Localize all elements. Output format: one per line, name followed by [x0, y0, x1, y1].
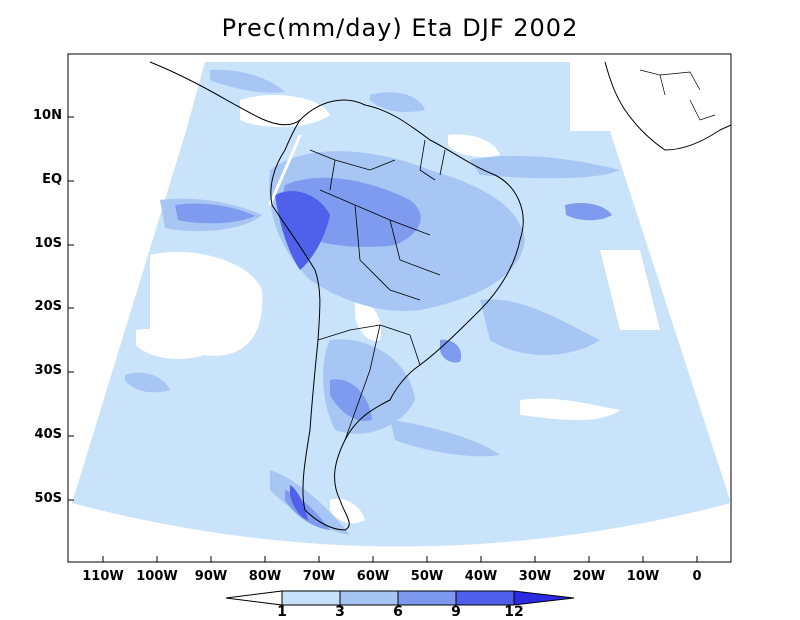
lon-label: 90W: [194, 569, 228, 584]
domain-area: [72, 131, 731, 547]
lon-label: 40W: [464, 569, 498, 584]
colorbar-bin-3: [397, 590, 457, 606]
colorbar: [225, 590, 575, 606]
lon-label: 100W: [136, 569, 178, 584]
colorbar-high-arrow: [513, 590, 575, 606]
lat-label: 10S: [34, 236, 62, 251]
south-america-coastline: [270, 99, 524, 531]
colorbar-label: 9: [451, 604, 461, 620]
andes-streak: [268, 134, 302, 206]
lon-label: 20W: [572, 569, 606, 584]
colorbar-bin-4: [455, 590, 515, 606]
lon-label: 0: [692, 569, 702, 584]
colorbar-label: 12: [504, 604, 524, 620]
lat-label: 50S: [34, 491, 62, 506]
africa-coastline: [604, 61, 732, 151]
lat-label: 10N: [33, 108, 62, 123]
lat-label: 40S: [34, 427, 62, 442]
map-title: Prec(mm/day) Eta DJF 2002: [221, 14, 579, 42]
lat-label: EQ: [42, 172, 62, 187]
colorbar-label: 1: [277, 604, 287, 620]
central-america-coastline: [149, 61, 301, 126]
lon-label: 80W: [248, 569, 282, 584]
dry-areas: [136, 95, 660, 524]
africa-borders: [639, 69, 716, 121]
lon-ticks: [102, 556, 698, 562]
lon-label: 70W: [302, 569, 336, 584]
lon-label: 50W: [410, 569, 444, 584]
lat-ticks: [68, 116, 74, 501]
colorbar-label: 3: [335, 604, 345, 620]
lon-label: 110W: [82, 569, 124, 584]
lon-label: 60W: [356, 569, 390, 584]
colorbar-low-arrow: [225, 590, 283, 606]
very-heavy-rain: [275, 191, 330, 520]
colorbar-bin-1: [281, 590, 341, 606]
colorbar-bin-2: [339, 590, 399, 606]
lon-label: 30W: [518, 569, 552, 584]
lat-label: 30S: [34, 363, 62, 378]
country-borders: [309, 139, 446, 441]
lat-label: 20S: [34, 299, 62, 314]
colorbar-label: 6: [393, 604, 403, 620]
lon-label: 10W: [626, 569, 660, 584]
